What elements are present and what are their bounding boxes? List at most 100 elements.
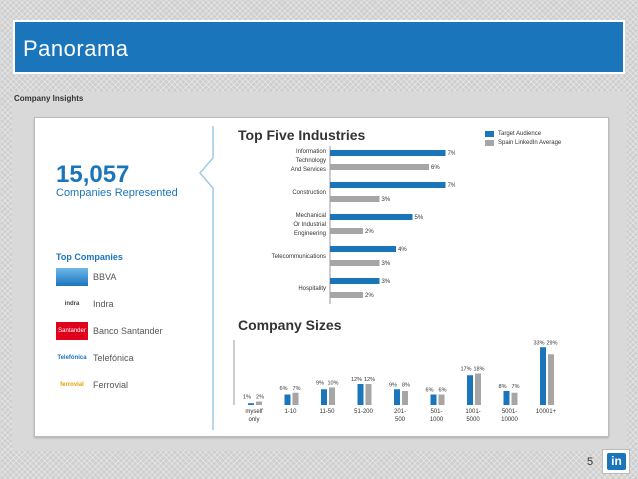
- companies-count: 15,057: [56, 161, 130, 188]
- size-category-label: 201-: [394, 409, 406, 415]
- industry-label: Engineering: [294, 231, 326, 237]
- size-bar: [430, 394, 437, 405]
- industry-label: Mechanical: [296, 213, 326, 219]
- size-bar-label: 29%: [546, 340, 557, 346]
- company-name: Banco Santander: [93, 326, 163, 336]
- size-category-label: 1-10: [284, 409, 297, 415]
- industry-label: Information: [296, 149, 326, 155]
- size-bar-label: 2%: [256, 395, 264, 401]
- size-bar: [467, 375, 473, 405]
- size-bar: [357, 384, 364, 405]
- company-item: Santander Banco Santander: [56, 322, 206, 344]
- industry-label: Construction: [292, 190, 326, 196]
- industry-bar-label: 7%: [448, 183, 456, 189]
- size-category-label: 1001-: [465, 409, 480, 415]
- industry-bar: [330, 278, 380, 284]
- legend-average-swatch: [485, 139, 494, 146]
- size-bar-label: 17%: [460, 367, 471, 373]
- size-category-label: 51-200: [354, 409, 373, 415]
- size-category-label: 501-: [430, 409, 442, 415]
- size-bar: [329, 387, 335, 405]
- industry-bar-label: 4%: [398, 247, 407, 253]
- industry-label: Or Industrial: [293, 222, 326, 228]
- company-logo: [56, 268, 88, 286]
- industry-bar: [330, 150, 446, 156]
- industry-bar: [330, 196, 380, 202]
- size-bar-label: 9%: [316, 381, 324, 387]
- industries-title: Top Five Industries: [238, 127, 366, 143]
- page-number: 5: [587, 456, 594, 468]
- size-bar: [503, 391, 510, 405]
- linkedin-icon: in: [607, 453, 626, 470]
- industry-bar: [330, 260, 380, 266]
- industry-bar-label: 6%: [431, 165, 440, 171]
- legend-target-swatch: [485, 130, 494, 137]
- industry-bar: [330, 246, 396, 252]
- industry-label: Hospitality: [298, 286, 326, 292]
- industry-bar: [330, 164, 429, 170]
- company-name: Ferrovial: [93, 380, 129, 390]
- company-sizes-title: Company Sizes: [238, 317, 342, 333]
- size-bar-label: 8%: [499, 384, 507, 390]
- size-bar-label: 8%: [402, 382, 410, 388]
- legend-target: Target Audience: [485, 129, 561, 138]
- industry-bar: [330, 292, 363, 298]
- slide-title: Panorama: [23, 36, 129, 61]
- company-item: BBVA: [56, 268, 206, 290]
- top-companies-heading: Top Companies: [56, 252, 123, 262]
- size-category-label: myself: [245, 409, 263, 415]
- size-bar-label: 6%: [426, 388, 434, 394]
- size-category-label: 5000: [466, 417, 480, 423]
- size-bar: [284, 394, 291, 405]
- company-logo: indra: [64, 301, 80, 307]
- size-category-label: 11-50: [320, 409, 336, 415]
- company-logo: Santander: [56, 322, 88, 340]
- size-bar-label: 12%: [364, 377, 375, 383]
- industry-bar: [330, 228, 363, 234]
- industry-bar-label: 2%: [365, 293, 374, 299]
- size-bar-label: 12%: [351, 377, 362, 383]
- column-divider: [199, 126, 214, 430]
- size-bar: [365, 384, 372, 405]
- size-bar-label: 7%: [293, 386, 301, 392]
- size-category-label: 10001+: [536, 409, 557, 415]
- size-bar: [402, 391, 408, 405]
- size-bar: [540, 347, 546, 405]
- companies-caption: Companies Represented: [56, 187, 178, 199]
- legend-target-label: Target Audience: [498, 130, 542, 137]
- industry-bar-label: 3%: [382, 261, 391, 267]
- industry-label: And Services: [291, 167, 326, 173]
- company-name: Indra: [93, 299, 114, 309]
- industry-bar-label: 7%: [448, 151, 456, 157]
- size-category-label: 500: [395, 417, 406, 423]
- size-bar-label: 33%: [533, 340, 544, 346]
- size-category-label: only: [248, 417, 259, 423]
- size-bar: [548, 354, 554, 405]
- industry-label: Technology: [296, 158, 326, 164]
- size-bar-label: 7%: [512, 384, 520, 390]
- size-category-label: 5001-: [502, 409, 517, 415]
- size-bar-label: 10%: [327, 381, 338, 387]
- size-bar: [394, 389, 400, 405]
- legend-average: Spain LinkedIn Average: [485, 138, 561, 147]
- company-item: ferrovial Ferrovial: [56, 376, 206, 398]
- company-name: Telefónica: [93, 353, 134, 363]
- size-bar: [475, 373, 481, 405]
- size-bar: [256, 401, 262, 405]
- company-item: Telefónica Telefónica: [56, 349, 206, 371]
- size-bar-label: 6%: [439, 388, 447, 394]
- size-bar-label: 9%: [389, 382, 397, 388]
- industry-bar-label: 3%: [382, 197, 391, 203]
- industry-bar-label: 3%: [382, 279, 391, 285]
- section-label: Company Insights: [14, 94, 84, 103]
- industry-label: Telecommunications: [272, 254, 326, 260]
- company-insights-panel: Company Insights 15,057 Companies Repres…: [12, 92, 627, 450]
- industry-bar: [330, 214, 413, 220]
- size-bar-label: 18%: [473, 367, 484, 373]
- company-logo: Telefónica: [57, 355, 87, 361]
- size-bar-label: 6%: [280, 386, 288, 392]
- size-bar: [511, 392, 518, 405]
- industry-bar-label: 5%: [415, 215, 424, 221]
- companies-column: 15,057 Companies Represented Top Compani…: [35, 118, 210, 436]
- size-bar: [321, 389, 327, 405]
